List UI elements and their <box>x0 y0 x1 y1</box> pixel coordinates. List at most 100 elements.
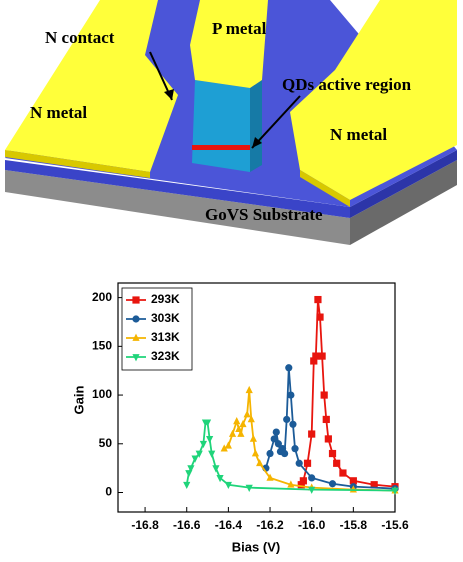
layer-side <box>350 150 457 218</box>
label: P metal <box>212 19 267 38</box>
marker <box>243 410 251 418</box>
n-metal-right-edge <box>300 170 350 207</box>
label: GoVS Substrate <box>205 205 323 224</box>
marker <box>285 364 293 372</box>
marker <box>349 477 357 485</box>
marker <box>208 450 216 458</box>
arrow <box>251 95 301 149</box>
marker <box>274 440 282 448</box>
x-tick-label: -16.8 <box>131 518 159 532</box>
label: N metal <box>330 125 387 144</box>
legend-label: 323K <box>151 349 180 363</box>
marker <box>328 449 337 458</box>
marker <box>314 295 322 304</box>
plot-frame <box>117 282 396 513</box>
marker <box>266 449 274 458</box>
marker <box>203 419 212 427</box>
ridge-front <box>192 80 250 172</box>
marker <box>312 352 320 360</box>
series-line <box>265 367 396 490</box>
marker <box>247 415 255 423</box>
marker <box>251 449 260 457</box>
series-line <box>300 299 396 488</box>
label: N contact <box>45 28 115 47</box>
marker <box>299 477 307 485</box>
legend-marker <box>132 315 140 323</box>
x-tick-label: -16.0 <box>298 518 326 532</box>
series-line <box>185 421 396 492</box>
marker <box>224 481 232 490</box>
marker <box>233 417 241 425</box>
x-tick-label: -16.6 <box>173 518 201 532</box>
y-tick-label: 0 <box>105 485 112 499</box>
marker <box>199 440 207 449</box>
marker <box>339 469 347 477</box>
x-tick-label: -15.8 <box>340 518 368 532</box>
marker <box>224 441 232 449</box>
legend-marker <box>132 354 140 362</box>
marker <box>295 459 303 467</box>
label: QDs active region <box>282 75 412 94</box>
marker <box>245 385 253 394</box>
substrate-side <box>350 160 457 245</box>
marker <box>272 428 280 436</box>
x-tick-label: -15.6 <box>381 518 409 532</box>
n-metal-right <box>290 0 457 200</box>
marker <box>324 435 332 443</box>
marker <box>220 444 228 452</box>
marker <box>316 313 324 321</box>
x-tick-label: -16.2 <box>256 518 284 532</box>
legend-marker <box>132 333 140 341</box>
marker <box>297 481 305 489</box>
marker <box>239 419 247 428</box>
substrate-front <box>5 170 350 245</box>
marker <box>303 459 312 467</box>
marker <box>191 455 199 463</box>
marker <box>206 436 214 444</box>
y-tick-label: 150 <box>92 339 112 353</box>
ridge-side <box>250 80 262 172</box>
marker <box>256 458 264 467</box>
marker <box>249 434 257 442</box>
marker <box>308 430 316 438</box>
p-metal <box>190 0 268 88</box>
marker <box>320 391 328 399</box>
marker <box>183 481 191 490</box>
y-tick-label: 100 <box>92 387 112 401</box>
n-metal-left-edge <box>5 150 150 178</box>
marker <box>270 435 278 443</box>
y-tick-label: 50 <box>99 436 113 450</box>
y-tick-label: 200 <box>92 290 112 304</box>
marker <box>287 391 295 399</box>
legend-label: 313K <box>151 330 180 344</box>
marker <box>245 484 253 492</box>
marker <box>370 481 378 489</box>
y-axis-label: Gain <box>71 385 86 414</box>
arrow-head <box>252 137 262 148</box>
marker <box>216 475 224 483</box>
x-axis-label: Bias (V) <box>232 539 280 554</box>
n-metal-left <box>5 0 178 172</box>
marker <box>391 487 399 495</box>
marker <box>228 429 237 437</box>
marker <box>212 465 220 473</box>
qds-layer <box>192 145 250 150</box>
arrow-head <box>164 89 174 100</box>
marker <box>308 474 316 482</box>
marker <box>185 470 193 478</box>
legend-marker <box>132 296 140 304</box>
marker <box>237 429 245 437</box>
marker <box>308 486 316 494</box>
device-diagram: N contact P metal QDs active region N me… <box>5 0 457 245</box>
marker <box>187 465 195 473</box>
marker <box>235 424 243 433</box>
x-tick-label: -16.4 <box>215 518 243 532</box>
marker <box>281 449 289 458</box>
label: N metal <box>30 103 87 122</box>
marker <box>195 450 203 458</box>
legend-label: 293K <box>151 292 180 306</box>
marker <box>289 420 297 428</box>
marker <box>328 480 337 488</box>
marker <box>266 473 274 481</box>
